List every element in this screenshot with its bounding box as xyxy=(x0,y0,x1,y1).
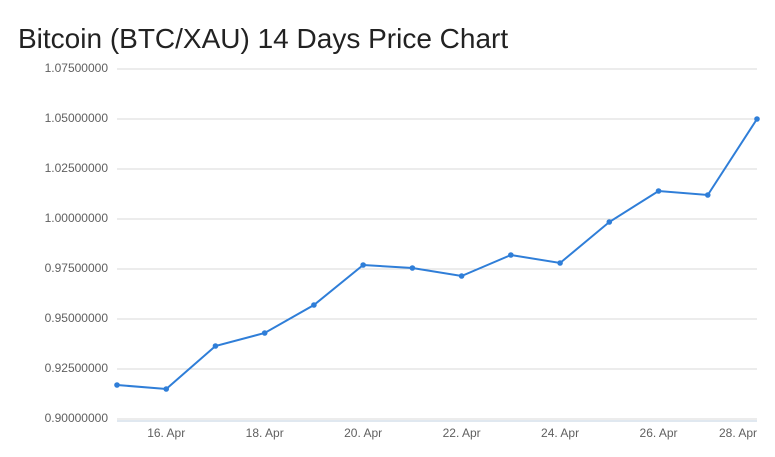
y-tick-label: 1.00000000 xyxy=(45,211,109,225)
y-tick-label: 0.97500000 xyxy=(45,261,109,275)
line xyxy=(116,118,758,391)
x-tick-label: 16. Apr xyxy=(147,426,185,440)
x-tick-label: 22. Apr xyxy=(443,426,481,440)
x-tick-label: 26. Apr xyxy=(640,426,678,440)
point xyxy=(114,382,120,388)
y-tick-label: 0.90000000 xyxy=(45,411,109,425)
y-tick-label: 1.05000000 xyxy=(45,111,109,125)
chart-title: Bitcoin (BTC/XAU) 14 Days Price Chart xyxy=(18,23,508,54)
point xyxy=(360,262,366,268)
point xyxy=(458,273,465,279)
point xyxy=(557,260,563,266)
y-tick-label: 1.02500000 xyxy=(45,161,109,175)
point xyxy=(754,116,760,122)
point xyxy=(261,330,268,336)
x-tick-label: 18. Apr xyxy=(246,426,284,440)
x-tick-label: 20. Apr xyxy=(344,426,382,440)
y-tick-label: 0.92500000 xyxy=(45,361,109,375)
x-tick-label: 24. Apr xyxy=(541,426,579,440)
y-tick-label: 1.07500000 xyxy=(45,61,109,75)
point xyxy=(655,188,662,194)
point xyxy=(704,192,711,198)
point xyxy=(606,219,613,225)
point xyxy=(212,343,219,349)
x-tick-label: 28. Apr xyxy=(719,426,757,440)
point xyxy=(163,386,170,392)
point xyxy=(311,302,317,308)
y-tick-label: 0.95000000 xyxy=(45,311,109,325)
point xyxy=(508,252,514,258)
point xyxy=(409,265,416,271)
